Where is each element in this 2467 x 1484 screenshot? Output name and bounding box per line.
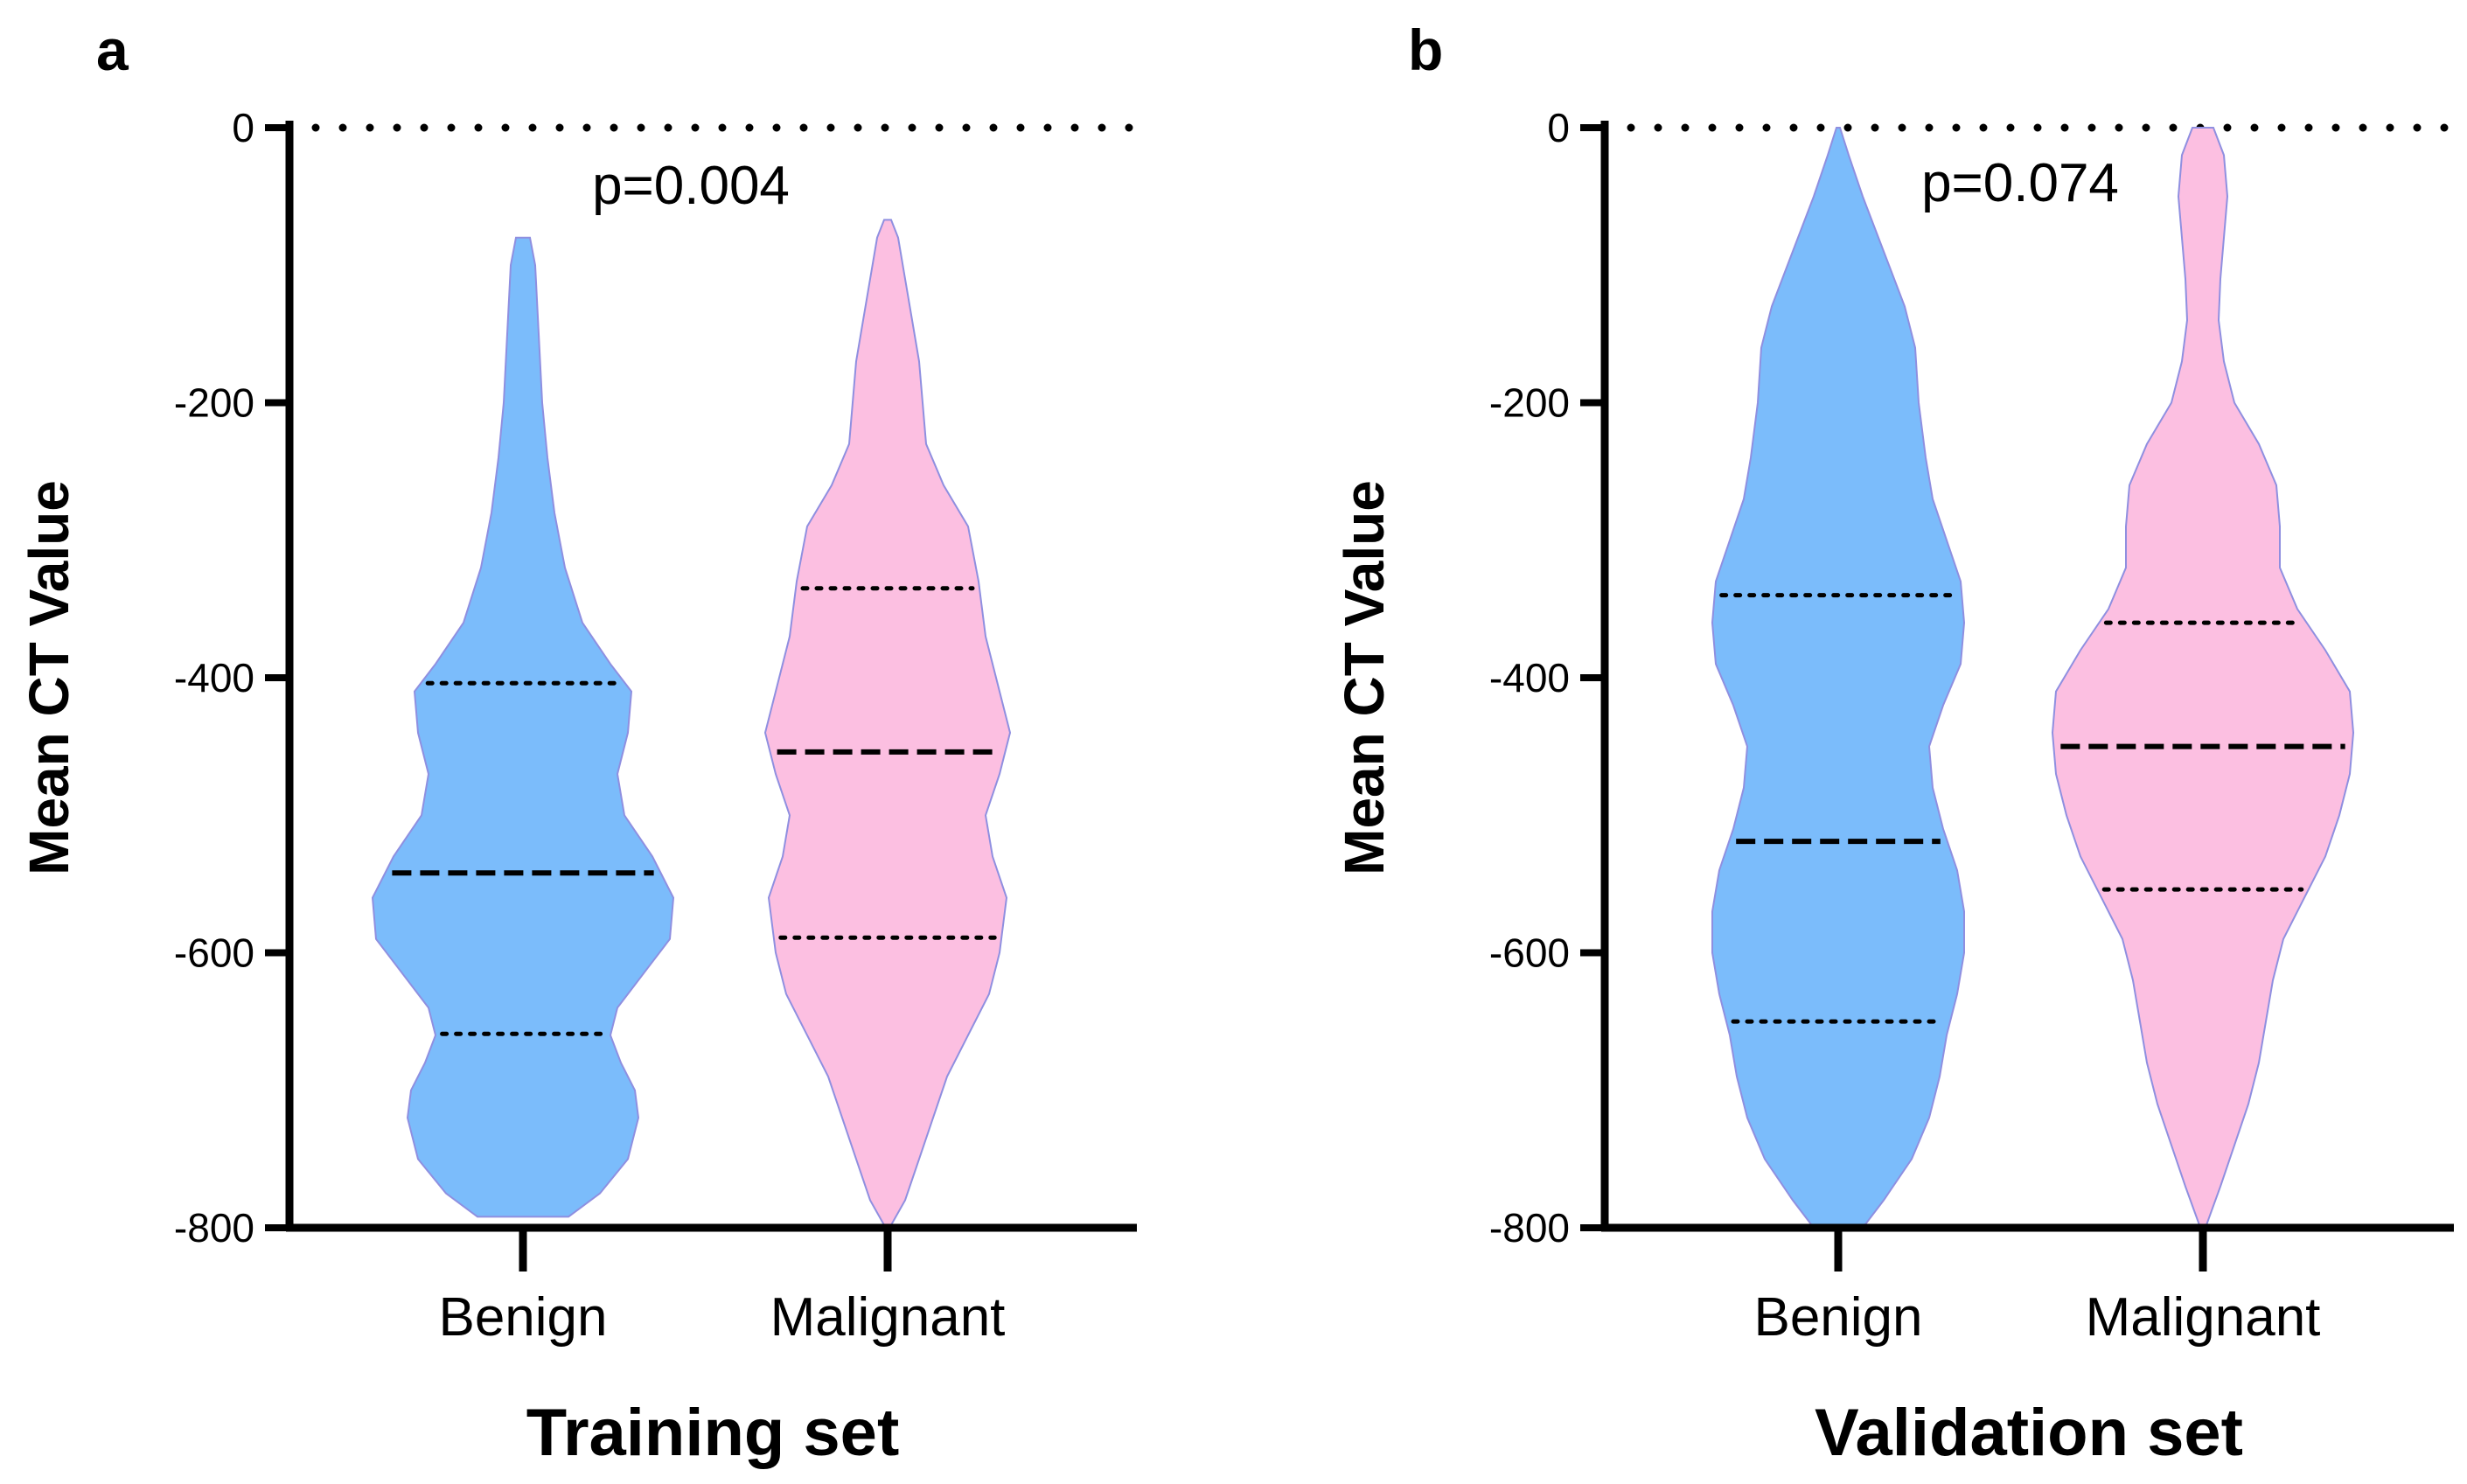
panel-letter: a (96, 17, 129, 82)
panel-letter: b (1408, 17, 1443, 82)
x-category-label: Malignant (770, 1287, 1006, 1348)
panel-training-set: a 0 -200 -400 -600 -800 Benign Malignant p=0.004… (17, 17, 1141, 1470)
x-axis-title: Validation set (1815, 1396, 2243, 1470)
y-tick-label: -400 (174, 655, 254, 700)
x-axis-title: Training set (526, 1396, 900, 1470)
y-tick-label: -400 (1489, 655, 1570, 700)
y-tick-label: -200 (1489, 380, 1570, 426)
violin-malignant (2051, 127, 2355, 1226)
x-category-label: Benign (438, 1287, 607, 1348)
x-category-label: Malignant (2086, 1287, 2321, 1348)
y-tick-label: -800 (1489, 1205, 1570, 1251)
y-tick-label: -800 (174, 1205, 254, 1251)
y-axis-title: Mean CT Value (1333, 480, 1396, 875)
y-axis-title: Mean CT Value (17, 480, 80, 875)
y-tick-label: 0 (232, 105, 254, 150)
p-value-annotation: p=0.074 (1921, 153, 2119, 213)
violin-benign (371, 236, 675, 1218)
panel-validation-set: b 0 -200 -400 -600 -800 Benign Malignant p=0.074… (1333, 17, 2458, 1470)
y-tick-label: -200 (174, 380, 254, 426)
y-tick-label: 0 (1547, 105, 1570, 150)
y-tick-label: -600 (174, 930, 254, 976)
violin-malignant (763, 219, 1012, 1226)
violin-benign (1711, 127, 1966, 1229)
p-value-annotation: p=0.004 (592, 156, 790, 216)
x-category-label: Benign (1753, 1287, 1922, 1348)
y-tick-label: -600 (1489, 930, 1570, 976)
